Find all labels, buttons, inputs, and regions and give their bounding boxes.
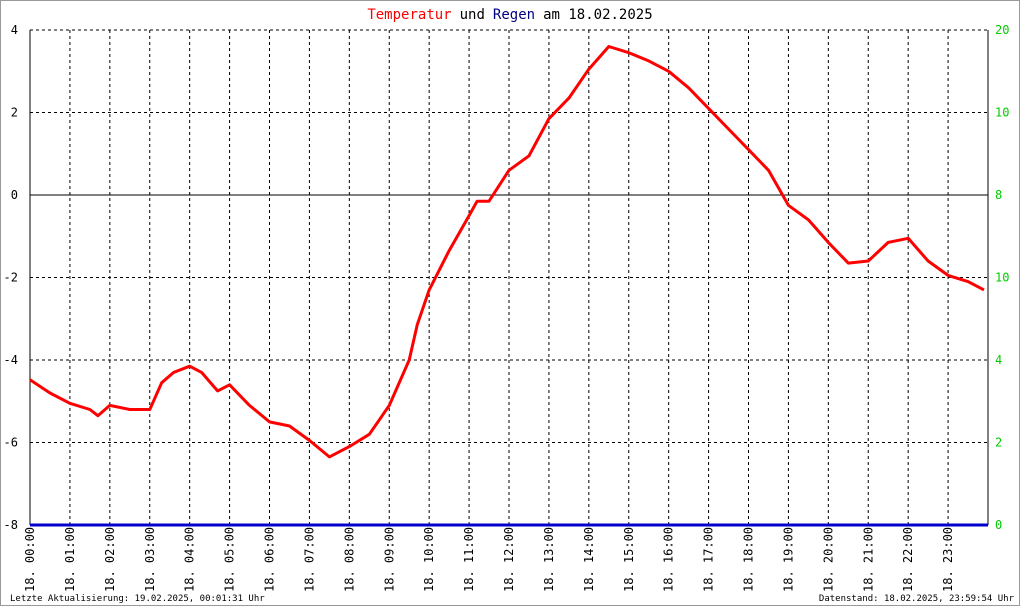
x-tick-label: 18. 12:00 [502, 527, 516, 592]
x-tick-label: 18. 16:00 [662, 527, 676, 592]
x-tick-label: 18. 11:00 [462, 527, 476, 592]
title-part: und [460, 7, 485, 23]
x-tick-label: 18. 02:00 [103, 527, 117, 592]
footer-left: Letzte Aktualisierung: 19.02.2025, 00:01… [10, 594, 265, 604]
x-tick-label: 18. 06:00 [263, 527, 277, 592]
y-tick-label: 2 [11, 106, 18, 120]
x-tick-label: 18. 17:00 [702, 527, 716, 592]
y-tick-label: 4 [11, 23, 18, 37]
y2-tick-label: 10 [995, 271, 1009, 285]
footer-right: Datenstand: 18.02.2025, 23:59:54 Uhr [819, 594, 1015, 604]
x-tick-label: 18. 21:00 [861, 527, 875, 592]
x-tick-label: 18. 20:00 [821, 527, 835, 592]
y2-tick-label: 2 [995, 436, 1002, 450]
x-tick-label: 18. 09:00 [382, 527, 396, 592]
y2-tick-label: 4 [995, 353, 1002, 367]
x-tick-label: 18. 04:00 [183, 527, 197, 592]
y2-tick-label: 0 [995, 518, 1002, 532]
y-tick-label: -2 [4, 271, 18, 285]
x-tick-label: 18. 05:00 [223, 527, 237, 592]
x-tick-label: 18. 14:00 [582, 527, 596, 592]
x-tick-label: 18. 03:00 [143, 527, 157, 592]
y-tick-label: -4 [4, 353, 18, 367]
x-tick-label: 18. 19:00 [781, 527, 795, 592]
title-part: Regen [493, 7, 535, 23]
x-tick-label: 18. 22:00 [901, 527, 915, 592]
x-tick-label: 18. 01:00 [63, 527, 77, 592]
x-tick-label: 18. 18:00 [742, 527, 756, 592]
series-line [29, 45, 985, 459]
title-part: Temperatur [367, 7, 451, 23]
y-tick-label: -8 [4, 518, 18, 532]
x-tick-label: 18. 07:00 [302, 527, 316, 592]
y2-tick-label: 10 [995, 106, 1009, 120]
title-part: am 18.02.2025 [543, 7, 653, 23]
y-tick-label: -6 [4, 436, 18, 450]
x-tick-label: 18. 13:00 [542, 527, 556, 592]
chart-title: Temperatur und Regen am 18.02.2025 [367, 7, 652, 23]
y2-tick-label: 20 [995, 23, 1009, 37]
x-tick-label: 18. 15:00 [622, 527, 636, 592]
x-tick-label: 18. 00:00 [23, 527, 37, 592]
x-tick-label: 18. 08:00 [342, 527, 356, 592]
y2-tick-label: 8 [995, 188, 1002, 202]
x-tick-label: 18. 10:00 [422, 527, 436, 592]
x-tick-label: 18. 23:00 [941, 527, 955, 592]
y-tick-label: 0 [11, 188, 18, 202]
